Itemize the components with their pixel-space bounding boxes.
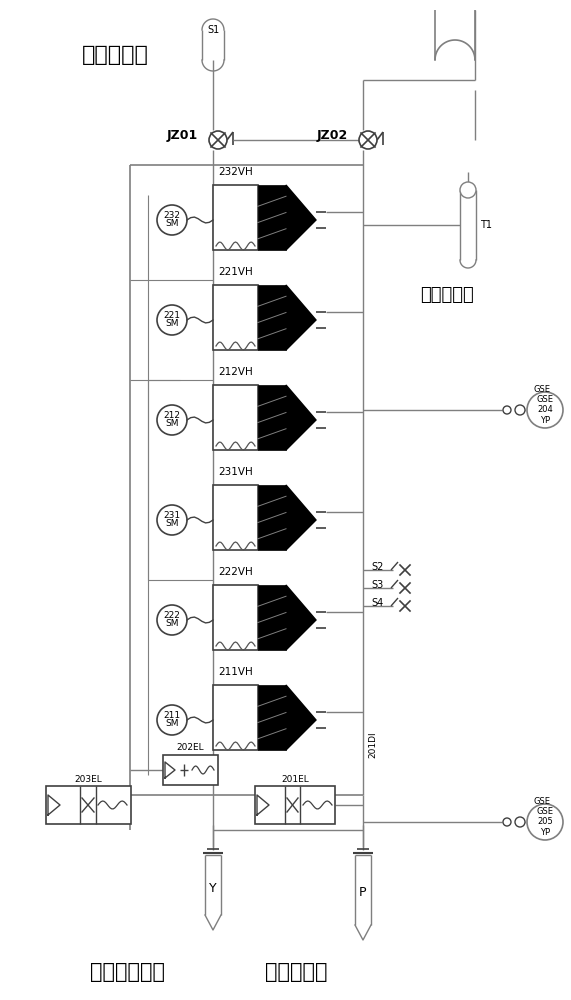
Text: 212: 212 [163,412,180,420]
Circle shape [503,818,511,826]
Circle shape [527,392,563,428]
Text: Y: Y [209,882,217,894]
Bar [255,786,335,824]
Bar [258,685,286,750]
Bar [213,185,258,250]
Text: S2: S2 [371,562,383,572]
Bar [258,385,286,450]
Text: SM: SM [165,420,179,428]
Text: 222VH: 222VH [218,567,253,577]
Text: S1: S1 [207,25,219,35]
Text: 211VH: 211VH [218,667,253,677]
Circle shape [209,131,227,149]
Polygon shape [286,285,316,350]
Bar [46,786,131,824]
Text: 231VH: 231VH [218,467,253,477]
Circle shape [460,182,476,198]
Circle shape [157,205,187,235]
Text: JZ02: JZ02 [317,128,348,141]
Circle shape [157,705,187,735]
Text: 201EL: 201EL [281,774,309,784]
Circle shape [527,804,563,840]
Bar [213,385,258,450]
Text: 去各油动机: 去各油动机 [82,45,148,65]
Bar [213,285,258,350]
Bar [163,755,218,785]
Text: GSE
205
YP: GSE 205 YP [537,807,553,837]
Text: GSE: GSE [533,385,550,394]
Text: 211: 211 [163,712,180,720]
Text: 202EL: 202EL [176,744,204,752]
Bar [213,485,258,550]
Text: SM: SM [165,320,179,328]
Circle shape [157,505,187,535]
Polygon shape [286,185,316,250]
Text: 212VH: 212VH [218,367,253,377]
Polygon shape [286,485,316,550]
Circle shape [359,131,377,149]
Text: 电磁场阀排油: 电磁场阀排油 [90,962,165,982]
Bar [258,285,286,350]
Text: S4: S4 [371,598,383,608]
Polygon shape [257,795,269,815]
Text: 232: 232 [163,212,180,221]
Text: SM: SM [165,619,179,629]
Text: 压力油供油: 压力油供油 [265,962,328,982]
Text: S3: S3 [371,580,383,590]
Text: 201DI: 201DI [368,732,377,758]
Bar [213,685,258,750]
Bar [258,485,286,550]
Text: 221VH: 221VH [218,267,253,277]
Text: 203EL: 203EL [74,774,102,784]
Text: 222: 222 [163,611,180,620]
Polygon shape [165,762,175,778]
Text: SM: SM [165,720,179,728]
Text: SM: SM [165,520,179,528]
Bar [258,585,286,650]
Polygon shape [286,685,316,750]
Circle shape [157,605,187,635]
Text: 231: 231 [163,512,180,520]
Text: GSE
204
YP: GSE 204 YP [537,395,553,425]
Circle shape [157,405,187,435]
Text: 232VH: 232VH [218,167,253,177]
Text: JZ01: JZ01 [167,128,198,141]
Text: 221: 221 [163,312,180,320]
Text: P: P [359,886,367,900]
Text: GSE: GSE [533,798,550,806]
Circle shape [157,305,187,335]
Circle shape [515,405,525,415]
Bar [213,585,258,650]
Circle shape [503,406,511,414]
Polygon shape [286,385,316,450]
Circle shape [515,817,525,827]
Bar [258,185,286,250]
Text: T1: T1 [480,220,492,230]
Text: 卸载阀排油: 卸载阀排油 [420,286,474,304]
Polygon shape [286,585,316,650]
Polygon shape [48,795,60,815]
Text: SM: SM [165,220,179,229]
